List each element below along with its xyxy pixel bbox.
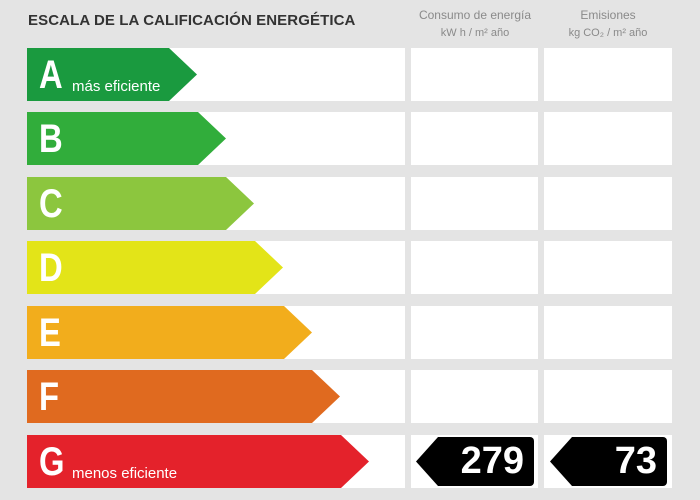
rating-row-b: B: [0, 112, 700, 165]
rating-cell: D: [27, 241, 405, 294]
consumo-cell: [411, 306, 538, 359]
consumo-cell: [411, 241, 538, 294]
rating-row-d: D: [0, 241, 700, 294]
rating-arrow-f: F: [27, 370, 340, 423]
consumo-cell: [411, 48, 538, 101]
page-title: ESCALA DE LA CALIFICACIÓN ENERGÉTICA: [28, 12, 356, 29]
rating-arrow-e: E: [27, 306, 312, 359]
rating-cell: G menos eficiente: [27, 435, 405, 488]
consumo-cell: [411, 112, 538, 165]
rating-arrow-c: C: [27, 177, 254, 230]
rating-letter: E: [39, 311, 61, 355]
consumo-cell: [411, 370, 538, 423]
rating-letter: D: [39, 246, 63, 290]
emisiones-cell: [544, 241, 672, 294]
rating-letter: F: [39, 375, 60, 419]
consumo-value-badge: 279: [416, 437, 534, 486]
rating-cell: E: [27, 306, 405, 359]
rating-row-f: F: [0, 370, 700, 423]
emisiones-cell: [544, 370, 672, 423]
rating-row-a: A más eficiente: [0, 48, 700, 101]
consumo-unit: kW h / m² año: [440, 27, 510, 39]
rating-cell: A más eficiente: [27, 48, 405, 101]
rating-row-e: E: [0, 306, 700, 359]
emisiones-cell: [544, 306, 672, 359]
rating-description: más eficiente: [72, 78, 161, 95]
emisiones-cell: [544, 112, 672, 165]
rating-arrow-a: A más eficiente: [27, 48, 197, 101]
rating-arrow-g: G menos eficiente: [27, 435, 369, 488]
consumo-cell: [411, 177, 538, 230]
rating-row-g: G menos eficiente 279 73: [0, 435, 700, 488]
emisiones-column-header: Emisiones kg CO₂ / m² año: [544, 6, 672, 42]
emisiones-cell: [544, 48, 672, 101]
rating-cell: F: [27, 370, 405, 423]
emisiones-value-badge: 73: [550, 437, 667, 486]
rating-letter: C: [39, 182, 63, 226]
rating-description: menos eficiente: [72, 465, 178, 482]
rating-cell: B: [27, 112, 405, 165]
emisiones-label: Emisiones: [580, 8, 636, 22]
consumo-label: Consumo de energía: [418, 8, 532, 22]
consumo-column-header: Consumo de energía kW h / m² año: [410, 6, 540, 42]
rating-letter: B: [39, 117, 63, 161]
rating-row-c: C: [0, 177, 700, 230]
rating-arrow-d: D: [27, 241, 283, 294]
emisiones-unit: kg CO₂ / m² año: [568, 27, 648, 39]
rating-letter: G: [39, 440, 65, 484]
rating-cell: C: [27, 177, 405, 230]
rating-arrow-b: B: [27, 112, 226, 165]
rating-letter: A: [39, 53, 63, 97]
emisiones-cell: [544, 177, 672, 230]
